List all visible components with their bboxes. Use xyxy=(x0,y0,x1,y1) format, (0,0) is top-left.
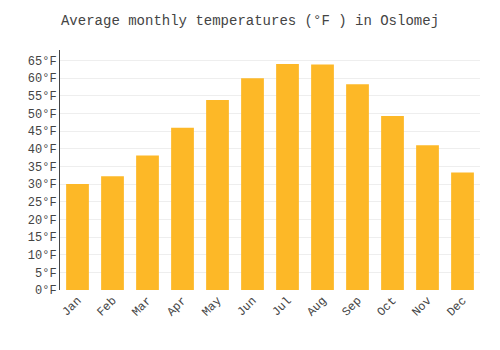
svg-text:Nov: Nov xyxy=(409,294,434,319)
svg-text:Sep: Sep xyxy=(339,294,364,319)
svg-text:5°F: 5°F xyxy=(35,267,57,281)
svg-text:Aug: Aug xyxy=(304,294,329,319)
svg-text:Average monthly temperatures (: Average monthly temperatures (°F ) in Os… xyxy=(61,13,439,29)
svg-text:40°F: 40°F xyxy=(28,143,57,157)
svg-text:55°F: 55°F xyxy=(28,90,57,104)
svg-text:15°F: 15°F xyxy=(28,231,57,245)
svg-text:25°F: 25°F xyxy=(28,196,57,210)
svg-text:Dec: Dec xyxy=(444,294,469,319)
svg-text:60°F: 60°F xyxy=(28,72,57,86)
svg-text:Jan: Jan xyxy=(59,294,84,319)
svg-text:0°F: 0°F xyxy=(35,284,57,298)
svg-text:10°F: 10°F xyxy=(28,249,57,263)
svg-text:May: May xyxy=(199,294,224,319)
svg-text:50°F: 50°F xyxy=(28,108,57,122)
svg-text:Apr: Apr xyxy=(164,294,189,319)
svg-text:Feb: Feb xyxy=(94,294,119,319)
svg-text:Oct: Oct xyxy=(374,294,399,319)
svg-text:30°F: 30°F xyxy=(28,178,57,192)
svg-text:20°F: 20°F xyxy=(28,214,57,228)
svg-text:65°F: 65°F xyxy=(28,55,57,69)
svg-text:Mar: Mar xyxy=(129,294,154,319)
svg-text:35°F: 35°F xyxy=(28,161,57,175)
svg-text:45°F: 45°F xyxy=(28,125,57,139)
svg-text:Jul: Jul xyxy=(269,294,294,319)
svg-text:Jun: Jun xyxy=(234,294,259,319)
